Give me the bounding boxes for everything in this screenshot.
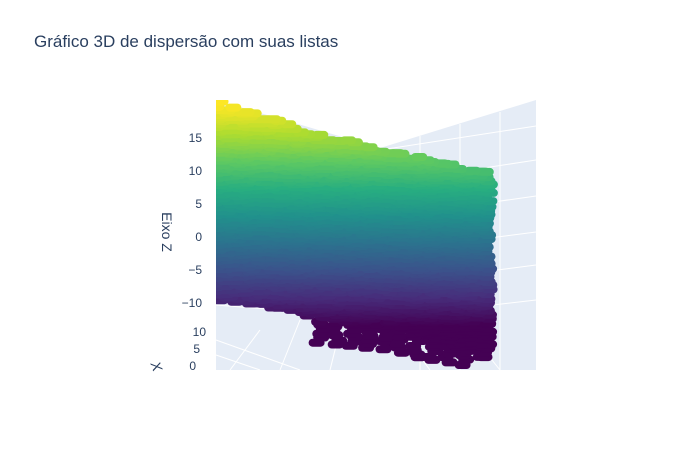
grid-line bbox=[215, 354, 261, 371]
chart-title: Gráfico 3D de dispersão com suas listas bbox=[34, 32, 339, 51]
x-axis-ticks: 10 5 0 bbox=[189, 325, 206, 373]
x-tick-label: 5 bbox=[193, 342, 200, 356]
grid-line bbox=[215, 339, 301, 371]
data-point bbox=[464, 166, 481, 175]
data-point bbox=[238, 108, 255, 117]
data-point bbox=[388, 149, 405, 158]
data-point bbox=[340, 136, 357, 145]
data-point bbox=[312, 130, 329, 139]
z-tick-label: −5 bbox=[188, 263, 202, 277]
z-tick-label: −10 bbox=[182, 296, 203, 310]
z-tick-label: 10 bbox=[189, 164, 203, 178]
z-axis-title: Eixo Z bbox=[159, 212, 175, 252]
grid-line bbox=[379, 125, 537, 151]
data-points bbox=[216, 100, 498, 369]
z-tick-label: 0 bbox=[195, 230, 202, 244]
x-tick-label: 0 bbox=[189, 359, 196, 373]
x-axis-title: X bbox=[147, 358, 166, 374]
z-tick-label: 15 bbox=[189, 131, 203, 145]
data-point bbox=[411, 153, 428, 161]
data-point bbox=[225, 103, 242, 112]
grid-line bbox=[229, 329, 261, 371]
z-axis-ticks: 15 10 5 0 −5 −10 bbox=[182, 131, 203, 310]
data-point bbox=[216, 100, 229, 106]
z-tick-label: 5 bbox=[195, 197, 202, 211]
x-tick-label: 10 bbox=[193, 325, 207, 339]
grid-line bbox=[279, 319, 301, 371]
